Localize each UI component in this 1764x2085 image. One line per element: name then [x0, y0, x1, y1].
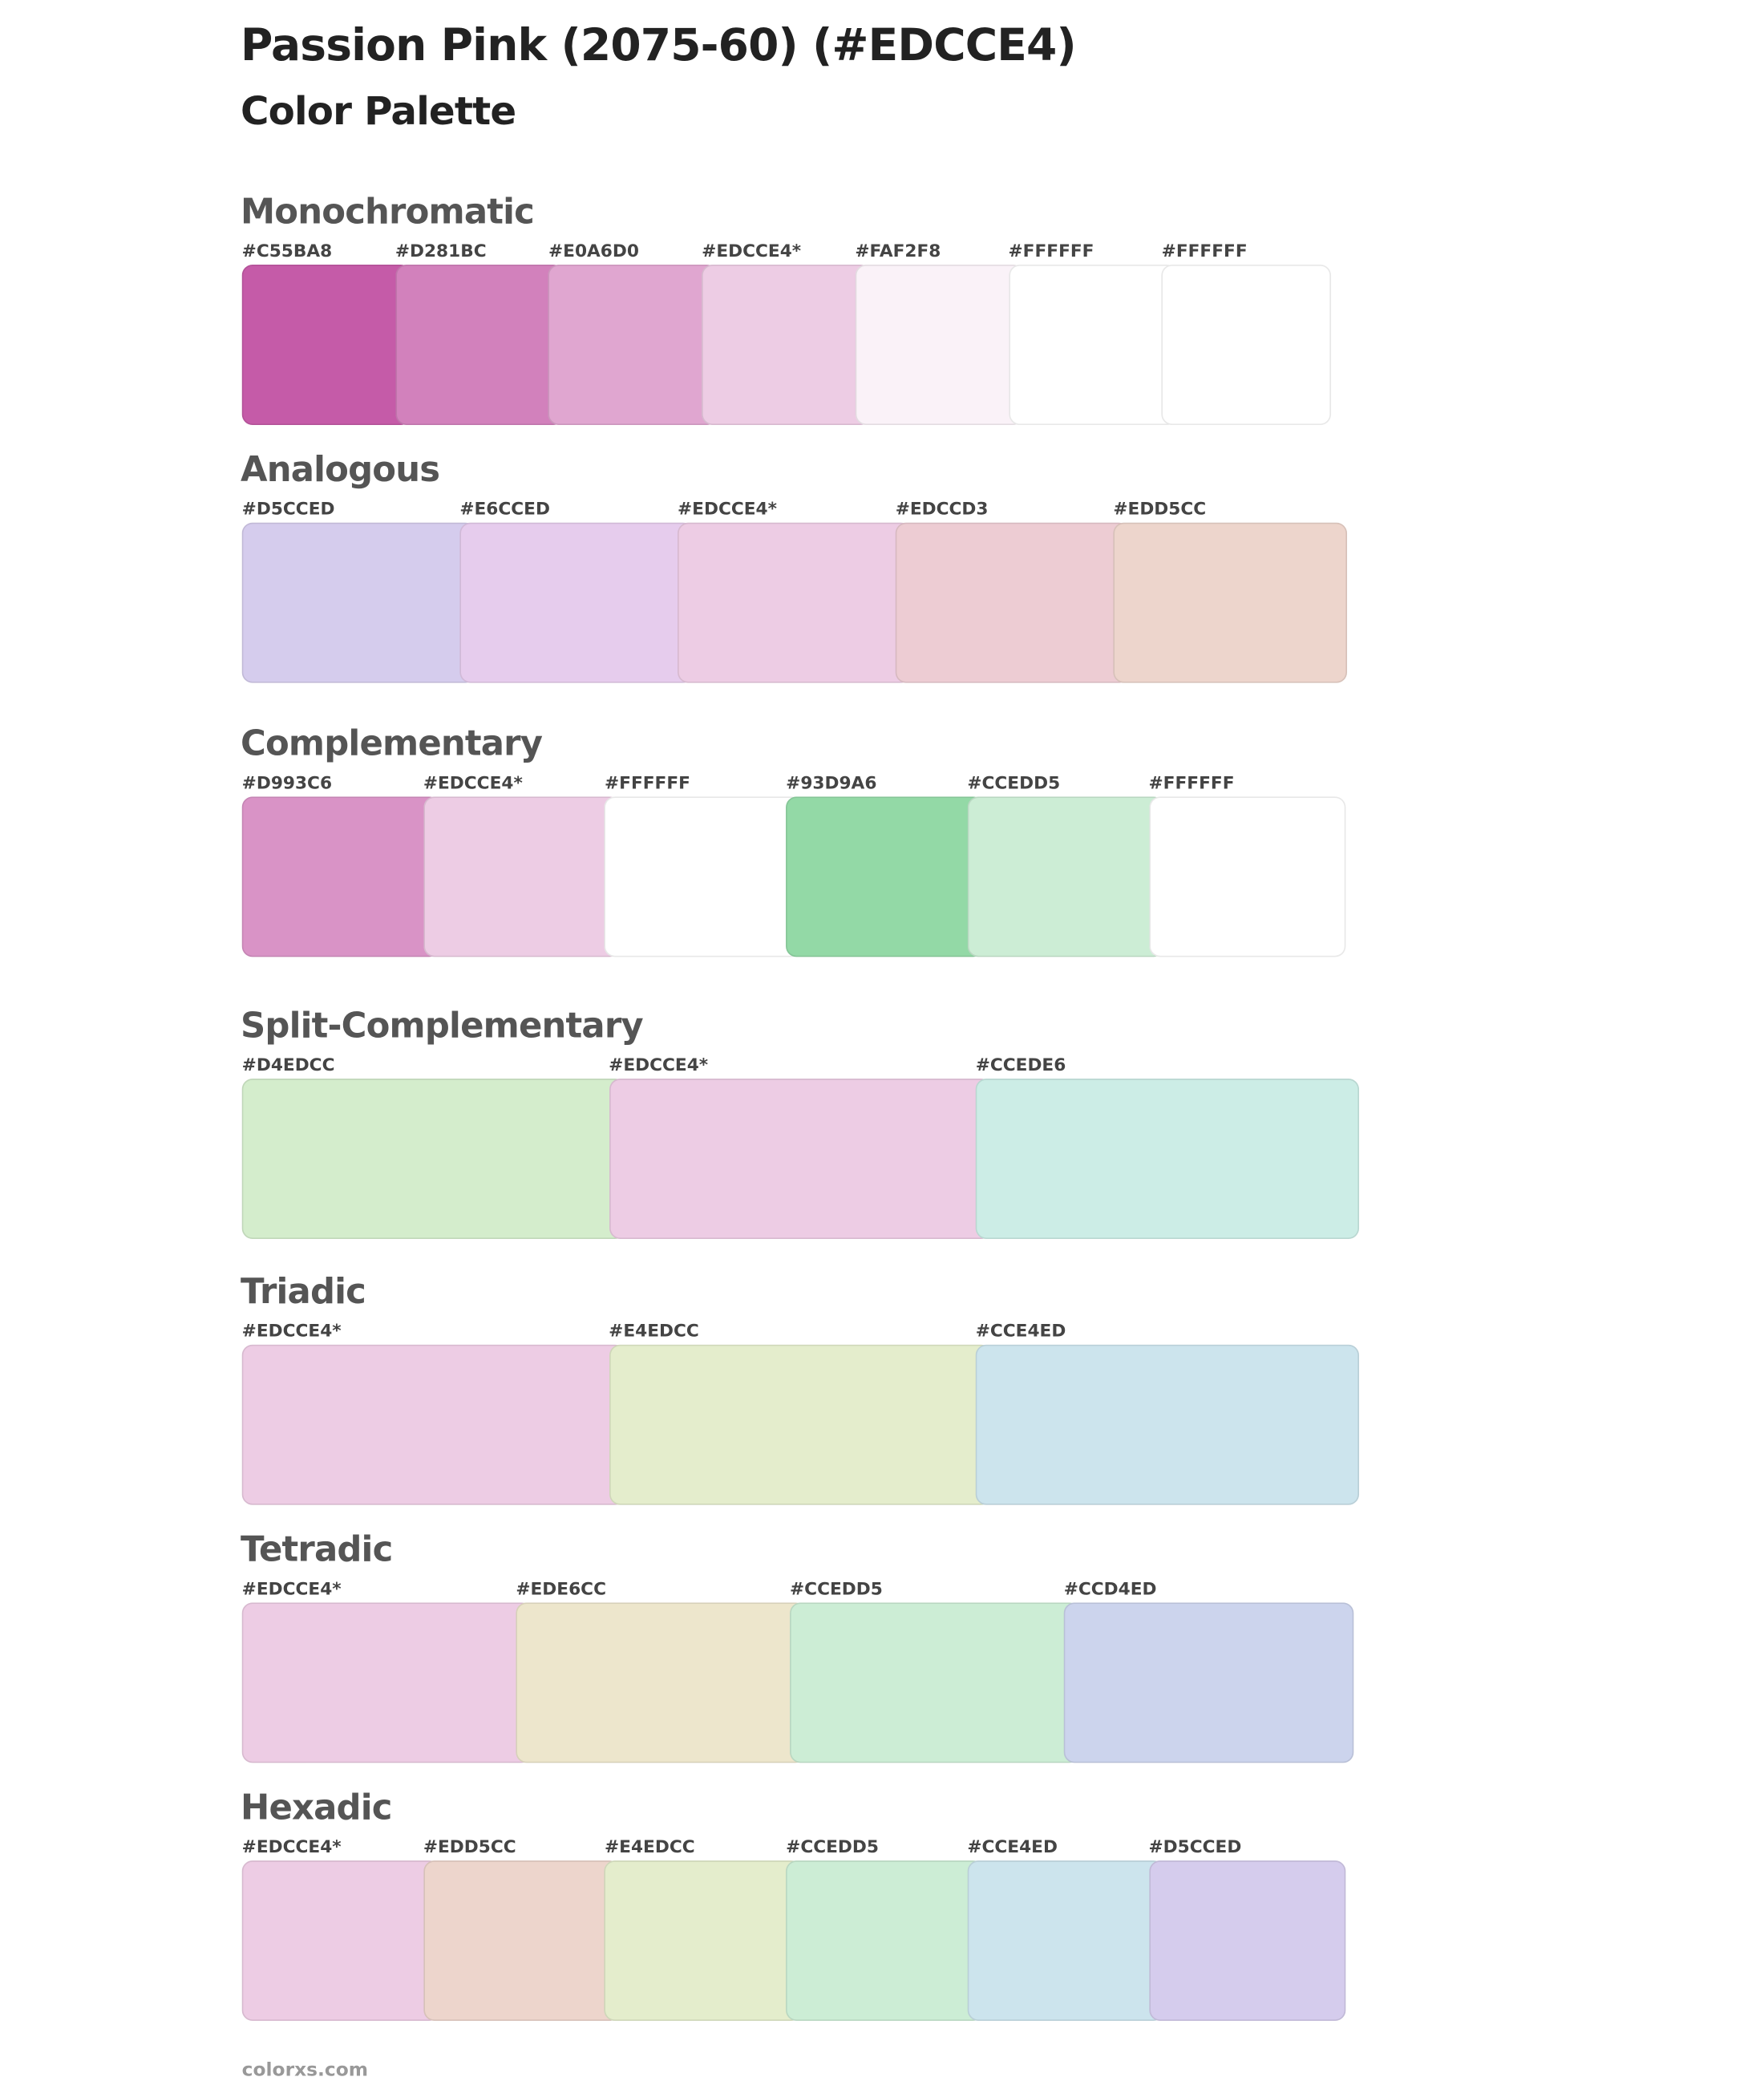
swatch-label: #CCEDD5	[967, 774, 1061, 795]
color-swatch	[975, 1344, 1359, 1505]
page-subtitle: Color Palette	[241, 88, 516, 134]
section-title: Hexadic	[241, 1788, 392, 1829]
swatch-label: #EDCCD3	[895, 500, 989, 520]
color-swatch	[855, 265, 1025, 426]
color-swatch	[241, 796, 439, 957]
color-swatch	[702, 265, 872, 426]
color-swatch	[1161, 265, 1331, 426]
color-swatch	[604, 1860, 803, 2022]
section-title: Complementary	[241, 724, 543, 765]
swatch-label: #CCEDE6	[975, 1055, 1066, 1076]
swatch-label: #FFFFFF	[1008, 241, 1094, 262]
swatch-label: #FAF2F8	[855, 241, 941, 262]
color-swatch	[609, 1079, 992, 1240]
color-swatch	[241, 1602, 532, 1763]
swatch-label: #CCEDD5	[786, 1837, 879, 1858]
swatch-label: #CCE4ED	[975, 1322, 1066, 1342]
swatch-label: #CCEDD5	[790, 1580, 883, 1601]
swatch-label: #E4EDCC	[604, 1837, 695, 1858]
swatch-label: #C55BA8	[241, 241, 333, 262]
section-title: Split-Complementary	[241, 1006, 644, 1047]
swatch-label: #EDCCE4*	[241, 1580, 342, 1601]
color-swatch	[678, 522, 912, 683]
swatch-label: #EDE6CC	[516, 1580, 606, 1601]
swatch-label: #D5CCED	[1148, 1837, 1242, 1858]
swatch-label: #D281BC	[394, 241, 487, 262]
swatch-label: #D993C6	[241, 774, 333, 795]
swatch-label: #EDD5CC	[423, 1837, 516, 1858]
swatch-label: #FFFFFF	[1161, 241, 1248, 262]
swatch-label: #D5CCED	[241, 500, 335, 520]
section-title: Monochromatic	[241, 192, 535, 233]
swatch-label: #D4EDCC	[241, 1055, 335, 1076]
page-title: Passion Pink (2075-60) (#EDCCE4)	[241, 18, 1077, 71]
footer: colorxs.com	[241, 2059, 369, 2082]
color-swatch	[790, 1602, 1080, 1763]
swatch-label: #FFFFFF	[1148, 774, 1235, 795]
color-swatch	[548, 265, 718, 426]
color-swatch	[459, 522, 694, 683]
section-title: Tetradic	[241, 1530, 393, 1571]
color-swatch	[786, 796, 984, 957]
section-title: Triadic	[241, 1272, 366, 1313]
color-swatch	[241, 1079, 625, 1240]
swatch-label: #CCD4ED	[1063, 1580, 1157, 1601]
color-swatch	[1148, 1860, 1346, 2022]
swatch-label: #EDCCE4*	[609, 1055, 709, 1076]
color-swatch	[1113, 522, 1348, 683]
color-swatch	[516, 1602, 807, 1763]
swatch-label: #CCE4ED	[967, 1837, 1058, 1858]
color-swatch	[241, 1860, 439, 2022]
color-swatch	[423, 796, 621, 957]
color-swatch	[786, 1860, 984, 2022]
color-swatch	[241, 1344, 625, 1505]
color-swatch	[423, 1860, 621, 2022]
color-swatch	[1008, 265, 1178, 426]
color-swatch	[241, 265, 411, 426]
color-swatch	[609, 1344, 992, 1505]
color-swatch	[604, 796, 803, 957]
swatch-label: #EDCCE4*	[423, 774, 523, 795]
color-swatch	[394, 265, 564, 426]
swatch-label: #E0A6D0	[548, 241, 639, 262]
color-swatch	[967, 1860, 1165, 2022]
color-swatch	[895, 522, 1130, 683]
color-swatch	[975, 1079, 1359, 1240]
swatch-label: #E4EDCC	[609, 1322, 699, 1342]
color-swatch	[1148, 796, 1346, 957]
color-swatch	[1063, 1602, 1354, 1763]
swatch-label: #FFFFFF	[604, 774, 690, 795]
swatch-label: #E6CCED	[459, 500, 550, 520]
color-swatch	[967, 796, 1165, 957]
swatch-label: #EDCCE4*	[702, 241, 802, 262]
swatch-label: #EDCCE4*	[241, 1322, 342, 1342]
swatch-label: #93D9A6	[786, 774, 877, 795]
swatch-label: #EDCCE4*	[678, 500, 777, 520]
swatch-label: #EDD5CC	[1113, 500, 1207, 520]
section-title: Analogous	[241, 450, 440, 491]
swatch-label: #EDCCE4*	[241, 1837, 342, 1858]
color-swatch	[241, 522, 476, 683]
